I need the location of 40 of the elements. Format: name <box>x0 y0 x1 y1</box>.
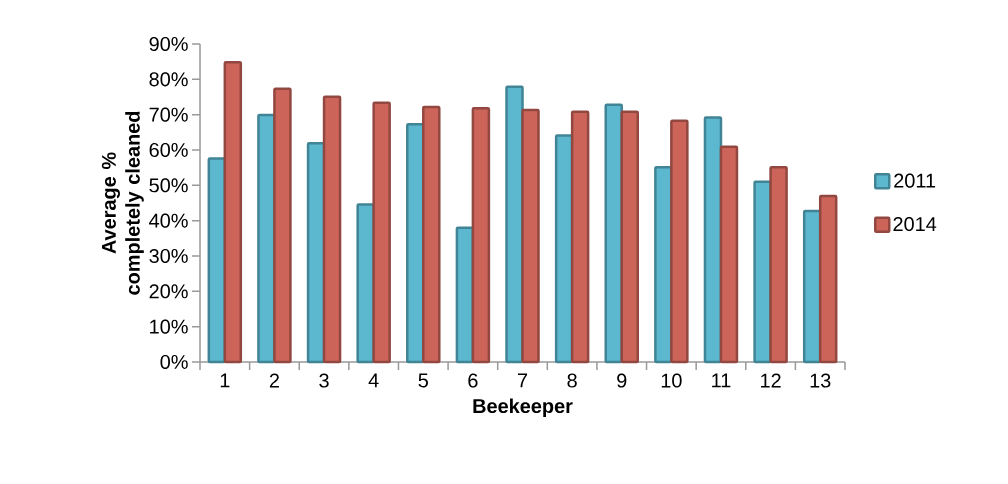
bar <box>818 194 838 364</box>
bar <box>620 110 639 364</box>
x-tick-label: 12 <box>761 373 781 388</box>
x-tick-label: 7 <box>517 373 528 388</box>
x-tick-label: 9 <box>617 373 627 388</box>
y-tick-label: 70% <box>149 107 188 122</box>
x-tick-label: 13 <box>810 373 831 388</box>
bar <box>570 110 590 364</box>
bar <box>769 166 788 364</box>
legend-label: 2014 <box>893 216 937 232</box>
bar <box>322 95 342 364</box>
x-tick-label: 10 <box>661 373 682 388</box>
y-axis-title: Average % completely cleaned <box>101 111 144 295</box>
x-axis-title: Beekeeper <box>473 398 573 418</box>
x-tick-label: 5 <box>418 373 428 388</box>
x-tick-label: 3 <box>319 373 329 388</box>
legend-label: 2011 <box>894 173 936 188</box>
bar <box>223 61 243 364</box>
y-tick-label: 90% <box>149 36 188 52</box>
y-tick-label: 50% <box>149 178 188 193</box>
y-tick-label: 20% <box>149 284 188 299</box>
bar <box>471 107 491 364</box>
bar <box>422 105 441 364</box>
y-tick-label: 60% <box>149 142 188 158</box>
bar <box>372 101 391 364</box>
y-tick-label: 40% <box>149 213 188 228</box>
x-tick-label: 2 <box>269 373 279 388</box>
bar <box>521 108 540 364</box>
y-tick-label: 80% <box>149 72 188 87</box>
bar <box>670 119 689 364</box>
y-tick-label: 10% <box>150 319 188 334</box>
x-tick-label: 11 <box>712 373 731 388</box>
y-tick-label: 0% <box>160 354 188 370</box>
bar <box>273 87 292 364</box>
x-tick-label: 8 <box>567 373 577 388</box>
bar <box>719 145 739 364</box>
x-tick-label: 4 <box>368 373 379 388</box>
x-tick-label: 6 <box>468 373 478 388</box>
y-tick-label: 30% <box>149 248 188 264</box>
x-tick-label: 1 <box>220 373 230 388</box>
